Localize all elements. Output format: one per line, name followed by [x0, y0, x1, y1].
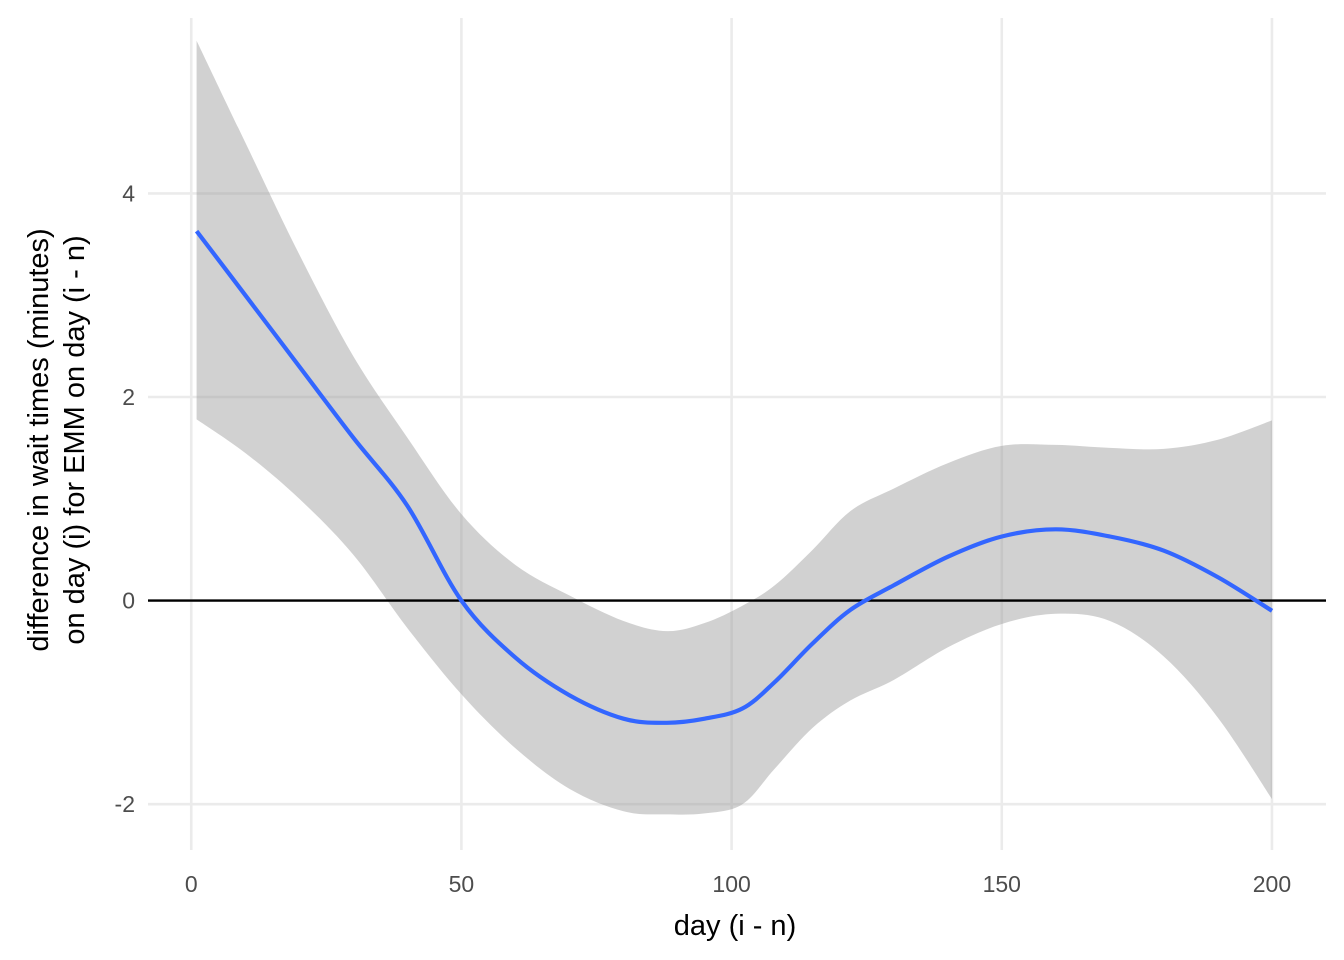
confidence-ribbon-layer — [196, 40, 1273, 815]
x-tick-label-100: 100 — [712, 871, 750, 897]
y-tick-label-4: 4 — [122, 180, 135, 206]
y-tick-label-2: 2 — [122, 384, 135, 410]
x-tick-label-150: 150 — [983, 871, 1021, 897]
x-axis-title: day (i - n) — [674, 910, 796, 942]
x-tick-label-0: 0 — [185, 871, 198, 897]
x-tick-label-200: 200 — [1253, 871, 1291, 897]
confidence-ribbon — [196, 40, 1273, 815]
smooth-line-0 — [194, 229, 1274, 725]
y-tick-labels: -2 0 2 4 — [115, 180, 136, 817]
y-tick-label--2: -2 — [115, 791, 135, 817]
y-axis-title-line-1: difference in wait times (minutes) — [23, 228, 55, 651]
x-tick-labels: 0 50 100 150 200 — [185, 871, 1291, 897]
smooth-line-layer — [194, 229, 1274, 725]
x-tick-label-50: 50 — [449, 871, 475, 897]
y-axis-title: difference in wait times (minutes) on da… — [23, 228, 91, 651]
y-axis-title-line-2: on day (i) for EMM on day (i - n) — [59, 235, 91, 644]
y-tick-label-0: 0 — [122, 588, 135, 614]
